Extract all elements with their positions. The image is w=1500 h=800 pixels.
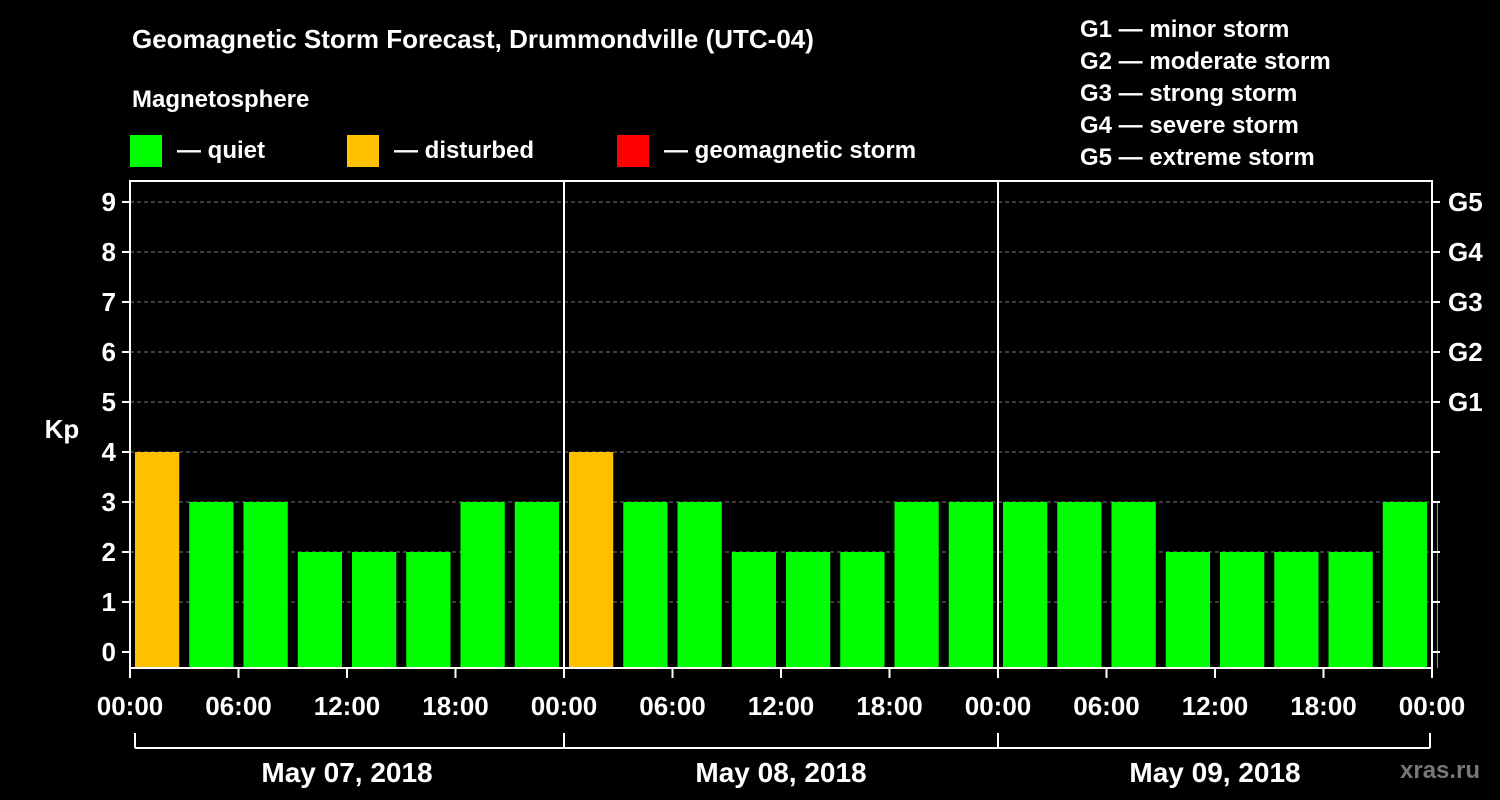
- bar-6: [460, 502, 505, 668]
- bar-20: [1220, 552, 1265, 668]
- legend-heading: Magnetosphere: [132, 86, 310, 113]
- xtick-label-5: 06:00: [639, 691, 706, 721]
- bar-22: [1328, 552, 1373, 668]
- bar-13: [840, 552, 885, 668]
- ytick-label-6: 6: [102, 337, 116, 367]
- bar-5: [406, 552, 451, 668]
- ytick-label-0: 0: [102, 637, 116, 667]
- bar-15: [948, 502, 993, 668]
- gscale-label-g1: G1: [1448, 387, 1483, 417]
- chart-title: Geomagnetic Storm Forecast, Drummondvill…: [132, 24, 814, 54]
- ytick-label-7: 7: [102, 287, 116, 317]
- gscale-label-g2: G2: [1448, 337, 1483, 367]
- ytick-label-4: 4: [102, 437, 117, 467]
- gscale-label-g5: G5: [1448, 187, 1483, 217]
- storm-level-g2: G2 — moderate storm: [1080, 48, 1331, 75]
- legend-swatch-storm: [617, 135, 649, 167]
- bar-1: [189, 502, 234, 668]
- bar-8: [569, 452, 614, 668]
- xtick-label-0: 00:00: [97, 691, 164, 721]
- bar-23: [1382, 502, 1427, 668]
- bar-16: [1003, 502, 1048, 668]
- bar-21: [1274, 552, 1319, 668]
- bar-9: [623, 502, 668, 668]
- xtick-label-12: 00:00: [1399, 691, 1466, 721]
- xtick-label-11: 18:00: [1290, 691, 1357, 721]
- gscale-label-g3: G3: [1448, 287, 1483, 317]
- day-label-1: May 08, 2018: [695, 757, 866, 788]
- ytick-label-5: 5: [102, 387, 116, 417]
- legend-swatch-disturbed: [347, 135, 379, 167]
- xtick-label-4: 00:00: [531, 691, 598, 721]
- bar-2: [243, 502, 288, 668]
- bar-14: [894, 502, 939, 668]
- bar-3: [297, 552, 342, 668]
- legend-item-disturbed: — disturbed: [347, 134, 534, 168]
- legend-item-storm: — geomagnetic storm: [617, 134, 916, 168]
- ytick-label-9: 9: [102, 187, 116, 217]
- xtick-label-3: 18:00: [422, 691, 489, 721]
- y-axis-label: Kp: [45, 414, 80, 444]
- ytick-label-3: 3: [102, 487, 116, 517]
- bar-4: [352, 552, 397, 668]
- bar-17: [1057, 502, 1102, 668]
- xtick-label-1: 06:00: [205, 691, 272, 721]
- legend-label-quiet: — quiet: [177, 137, 265, 164]
- xtick-label-9: 06:00: [1073, 691, 1140, 721]
- legend-label-disturbed: — disturbed: [394, 137, 535, 164]
- bar-24: [1437, 502, 1438, 668]
- bar-0: [135, 452, 180, 668]
- bar-11: [731, 552, 776, 668]
- bar-12: [786, 552, 831, 668]
- storm-level-legend: G1 — minor storm G2 — moderate storm G3 …: [1080, 14, 1331, 174]
- legend-item-quiet: — quiet: [130, 134, 265, 168]
- xtick-label-8: 00:00: [965, 691, 1032, 721]
- ytick-label-2: 2: [102, 537, 116, 567]
- ytick-label-8: 8: [102, 237, 116, 267]
- bar-7: [514, 502, 559, 668]
- legend-swatch-quiet: [130, 135, 162, 167]
- storm-level-g3: G3 — strong storm: [1080, 80, 1298, 107]
- storm-level-g4: G4 — severe storm: [1080, 112, 1299, 139]
- storm-level-g1: G1 — minor storm: [1080, 16, 1290, 43]
- gscale-label-g4: G4: [1448, 237, 1483, 267]
- legend-label-storm: — geomagnetic storm: [664, 137, 917, 164]
- xtick-label-10: 12:00: [1182, 691, 1249, 721]
- xtick-label-7: 18:00: [856, 691, 923, 721]
- day-label-0: May 07, 2018: [261, 757, 432, 788]
- day-label-2: May 09, 2018: [1129, 757, 1300, 788]
- bar-19: [1165, 552, 1210, 668]
- bar-10: [677, 502, 722, 668]
- bar-18: [1111, 502, 1156, 668]
- ytick-label-1: 1: [102, 587, 116, 617]
- xtick-label-6: 12:00: [748, 691, 815, 721]
- watermark: xras.ru: [1400, 757, 1481, 784]
- storm-level-g5: G5 — extreme storm: [1080, 144, 1315, 171]
- xtick-label-2: 12:00: [314, 691, 381, 721]
